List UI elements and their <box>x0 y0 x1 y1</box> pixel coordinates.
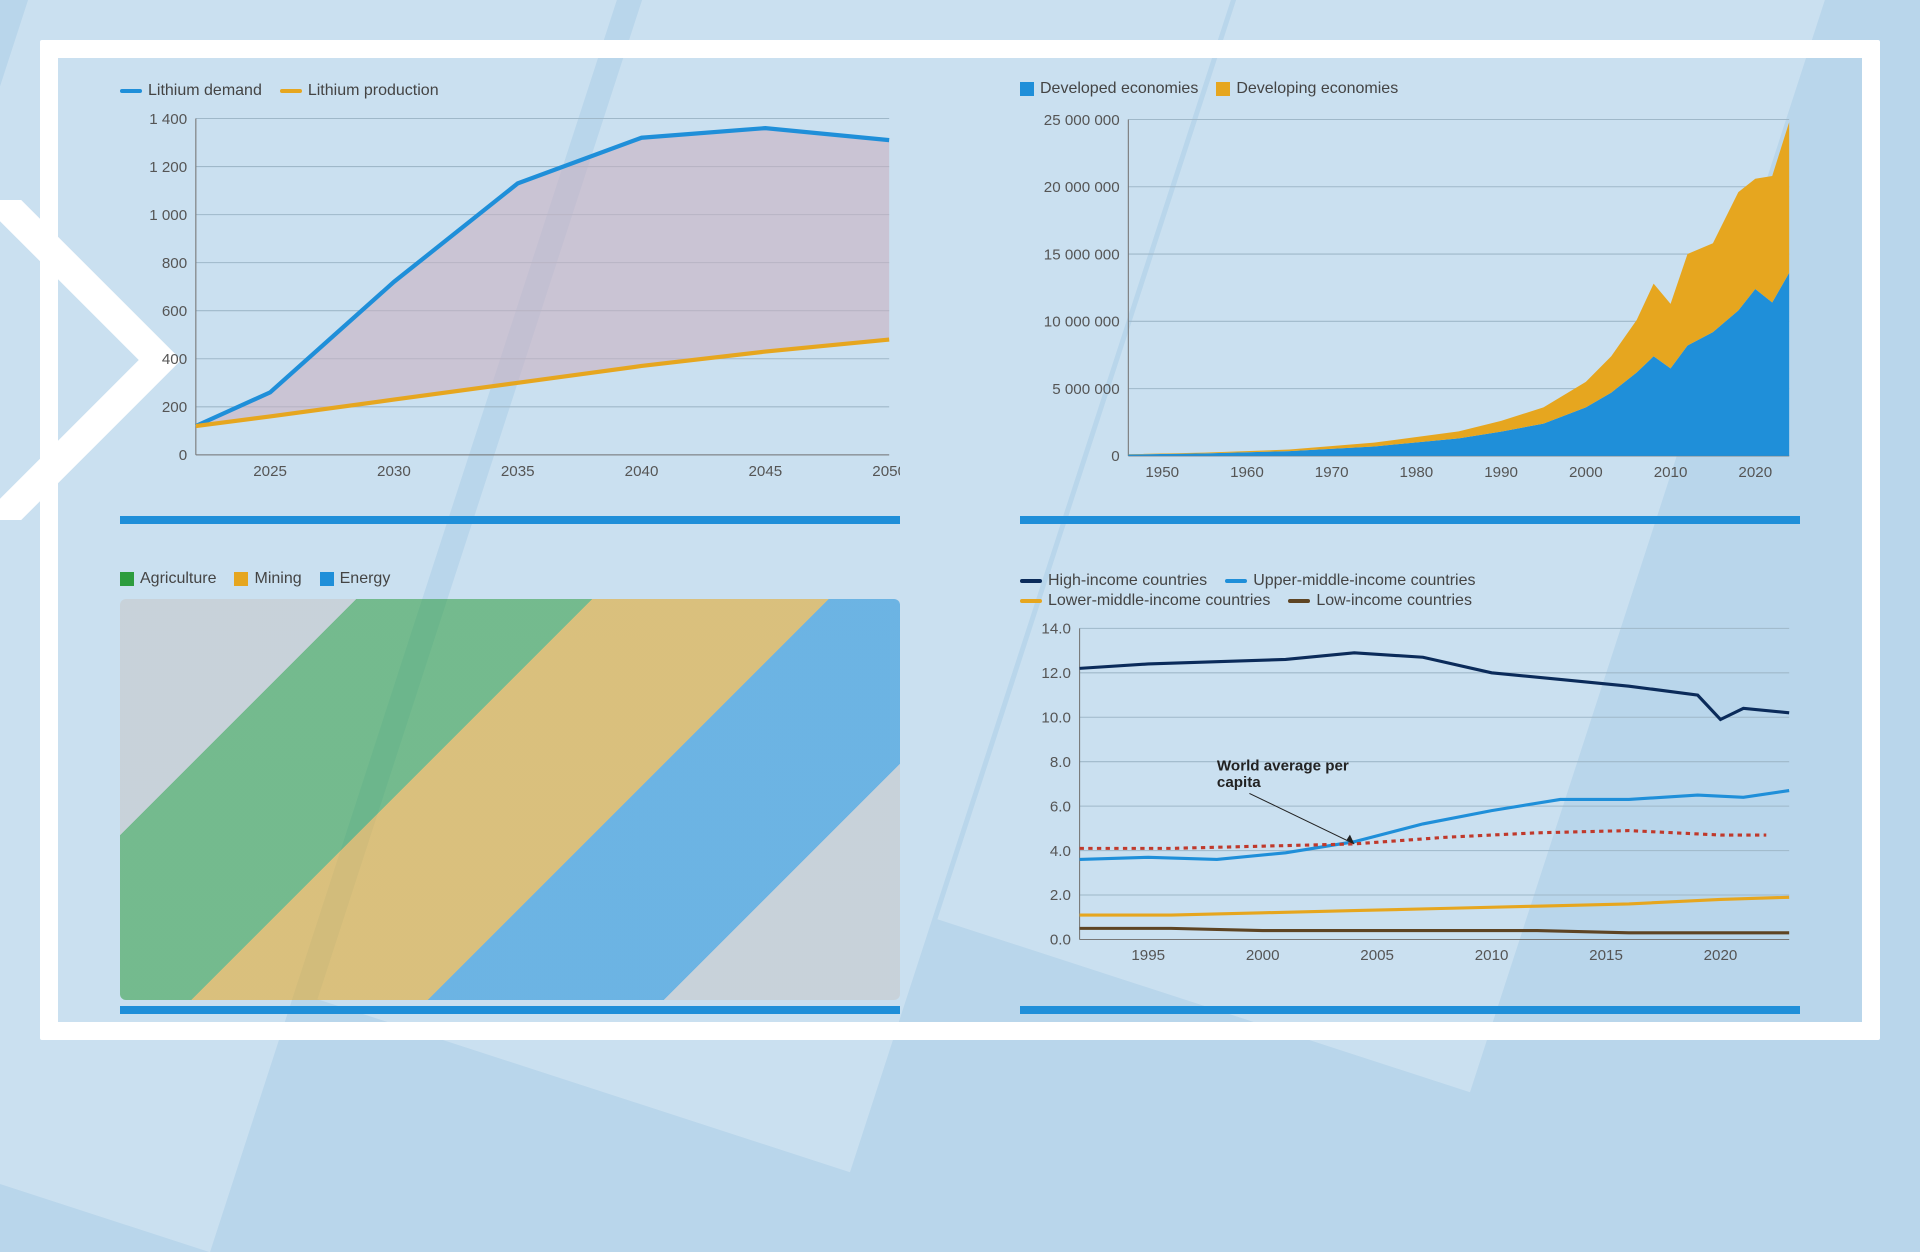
svg-text:600: 600 <box>162 303 187 320</box>
legend-item: High-income countries <box>1020 572 1207 590</box>
svg-text:4.0: 4.0 <box>1050 844 1071 860</box>
legend-item: Upper-middle-income countries <box>1225 572 1475 590</box>
svg-text:2030: 2030 <box>377 463 411 480</box>
svg-text:2045: 2045 <box>748 463 782 480</box>
svg-text:2040: 2040 <box>625 463 659 480</box>
panel-underline <box>120 1006 900 1014</box>
svg-text:1950: 1950 <box>1145 464 1179 481</box>
svg-text:2050: 2050 <box>872 463 900 480</box>
legend-item: Lithium demand <box>120 82 262 100</box>
svg-text:1980: 1980 <box>1400 464 1434 481</box>
chart-lithium: 0 200 400 600 800 1 000 1 200 1 400 2025 2030 2035… <box>120 108 900 486</box>
svg-text:2020: 2020 <box>1704 948 1738 964</box>
svg-text:0: 0 <box>179 447 187 464</box>
svg-text:1 400: 1 400 <box>149 111 187 128</box>
svg-text:2.0: 2.0 <box>1050 888 1071 904</box>
svg-text:14.0: 14.0 <box>1041 622 1070 638</box>
svg-text:400: 400 <box>162 351 187 368</box>
charts-grid: Lithium demand Lithium production 0 200 400… <box>120 80 1800 1000</box>
svg-text:World average percapita: World average percapita <box>1217 759 1349 791</box>
svg-text:1 200: 1 200 <box>149 159 187 176</box>
svg-text:800: 800 <box>162 255 187 272</box>
panel-underline <box>1020 516 1800 524</box>
legend-income-lines: High-income countries Upper-middle-income… <box>1020 570 1640 610</box>
svg-text:25 000 000: 25 000 000 <box>1044 112 1120 129</box>
panel-underline <box>1020 1006 1800 1014</box>
svg-text:2005: 2005 <box>1360 948 1394 964</box>
svg-text:10 000 000: 10 000 000 <box>1044 314 1120 331</box>
panel-income-lines: High-income countries Upper-middle-income… <box>1020 570 1800 1000</box>
legend-item: Developing economies <box>1216 80 1398 98</box>
legend-econ-area: Developed economies Developing economies <box>1020 80 1800 101</box>
svg-text:2010: 2010 <box>1475 948 1509 964</box>
svg-text:2020: 2020 <box>1738 464 1772 481</box>
svg-text:2035: 2035 <box>501 463 535 480</box>
svg-text:2000: 2000 <box>1246 948 1280 964</box>
svg-text:2015: 2015 <box>1589 948 1623 964</box>
svg-text:200: 200 <box>162 399 187 416</box>
legend-item: Low-income countries <box>1288 592 1472 610</box>
svg-text:1995: 1995 <box>1131 948 1165 964</box>
legend-item: Lower-middle-income countries <box>1020 592 1270 610</box>
svg-text:1960: 1960 <box>1230 464 1264 481</box>
legend-lithium: Lithium demand Lithium production <box>120 80 900 100</box>
legend-item: Lithium production <box>280 82 439 100</box>
svg-text:6.0: 6.0 <box>1050 800 1071 816</box>
svg-text:12.0: 12.0 <box>1041 666 1070 682</box>
legend-item: Mining <box>234 570 301 588</box>
svg-text:2000: 2000 <box>1569 464 1603 481</box>
panel-econ-area: Developed economiesDeveloping economies … <box>1020 80 1800 510</box>
chart-income-lines: 0.0 2.0 4.0 6.0 8.0 10.0 12.0 14.0 1995 2000 2005 2… <box>1020 618 1800 971</box>
svg-text:0.0: 0.0 <box>1050 933 1071 949</box>
svg-text:15 000 000: 15 000 000 <box>1044 247 1120 264</box>
svg-text:1 000: 1 000 <box>149 207 187 224</box>
svg-text:1970: 1970 <box>1315 464 1349 481</box>
world-map-placeholder <box>120 599 900 1000</box>
legend-item: Energy <box>320 570 391 588</box>
legend-item: Developed economies <box>1020 80 1198 98</box>
panel-underline <box>120 516 900 524</box>
panel-lithium: Lithium demand Lithium production 0 200 400… <box>120 80 900 510</box>
svg-text:5 000 000: 5 000 000 <box>1052 381 1119 398</box>
svg-text:2010: 2010 <box>1654 464 1688 481</box>
svg-text:10.0: 10.0 <box>1041 711 1070 727</box>
svg-text:8.0: 8.0 <box>1050 755 1071 771</box>
svg-text:2025: 2025 <box>253 463 287 480</box>
legend-item: Agriculture <box>120 570 216 588</box>
svg-text:1990: 1990 <box>1484 464 1518 481</box>
legend-map: Agriculture Mining Energy <box>120 570 900 591</box>
svg-text:0: 0 <box>1111 448 1119 465</box>
svg-text:20 000 000: 20 000 000 <box>1044 179 1120 196</box>
panel-map: Agriculture Mining Energy <box>120 570 900 1000</box>
chart-econ-area: 0 5 000 000 10 000 000 15 000 000 20 000 000… <box>1020 109 1800 487</box>
